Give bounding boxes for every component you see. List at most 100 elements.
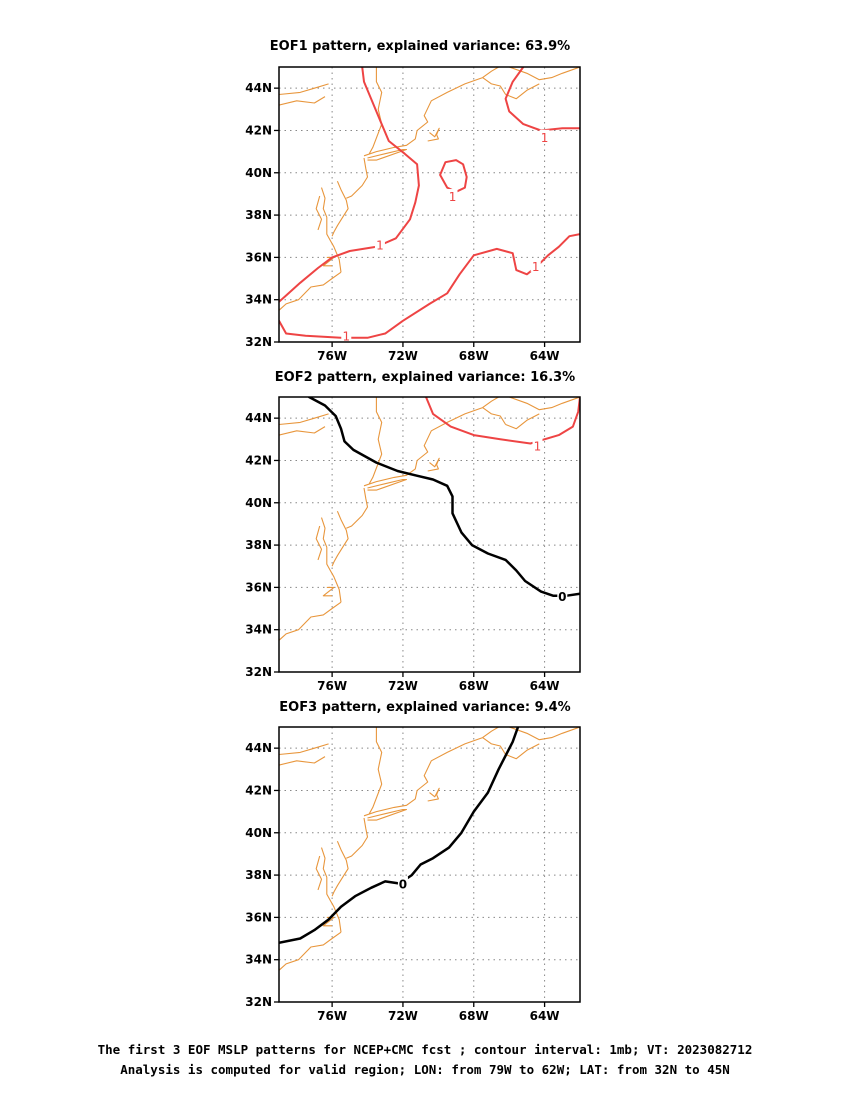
eof3-coastlines (279, 727, 580, 971)
lat-tick-label: 42N (245, 123, 272, 137)
coastline-path (367, 148, 408, 161)
lon-tick-label: 76W (317, 349, 347, 363)
contour-label-bg (374, 237, 385, 251)
eof1-title: EOF1 pattern, explained variance: 63.9% (270, 39, 570, 54)
caption-line-2: Analysis is computed for valid region; L… (120, 1062, 730, 1077)
contour-label: 1 (449, 190, 457, 204)
contour-label: 0 (399, 878, 407, 892)
lat-tick-label: 34N (245, 293, 272, 307)
lat-tick-label: 38N (245, 208, 272, 222)
lat-tick-label: 40N (245, 826, 272, 840)
coastline-path (363, 397, 499, 487)
contour-label: 1 (541, 131, 549, 145)
coastline-path (279, 931, 342, 971)
lat-tick-label: 38N (245, 538, 272, 552)
lon-tick-label: 72W (388, 1009, 418, 1023)
contour-line (307, 397, 580, 598)
contour-label-bg (447, 189, 458, 203)
coastline-path (509, 727, 580, 741)
coastline-path (331, 180, 349, 237)
lat-tick-label: 32N (245, 995, 272, 1009)
eof1-coastlines (279, 67, 580, 311)
coastline-path (505, 83, 540, 100)
eof2-contours (307, 397, 580, 598)
coastline-path (482, 77, 507, 95)
eof3-panel: EOF3 pattern, explained variance: 9.4% 0… (245, 700, 581, 1023)
coastline-path (279, 96, 326, 106)
lat-tick-label: 36N (245, 580, 272, 594)
contour-label: 1 (534, 440, 542, 454)
eof3-title: EOF3 pattern, explained variance: 9.4% (279, 700, 570, 715)
lat-tick-label: 36N (245, 910, 272, 924)
contour-label: 0 (558, 590, 566, 604)
contour-line (279, 67, 420, 303)
contour-line (425, 397, 580, 445)
coastline-path (322, 586, 335, 597)
coastline-path (509, 67, 580, 81)
lat-tick-label: 40N (245, 496, 272, 510)
eof1-panel: EOF1 pattern, explained variance: 63.9% … (245, 39, 581, 363)
coastline-path (279, 601, 342, 641)
contour-line (279, 233, 580, 339)
lat-tick-label: 36N (245, 250, 272, 264)
contour-label-bg (341, 328, 352, 342)
coastline-path (346, 157, 369, 199)
contour-label-bg (539, 129, 550, 143)
coastline-path (368, 397, 383, 484)
coastline-path (331, 840, 349, 897)
contour-label-bg (532, 438, 543, 452)
coastline-path (482, 737, 507, 755)
coastline-path (315, 195, 323, 231)
lat-tick-label: 32N (245, 335, 272, 349)
lon-tick-label: 68W (459, 679, 489, 693)
lat-tick-label: 40N (245, 166, 272, 180)
lon-tick-label: 72W (388, 349, 418, 363)
lat-tick-label: 42N (245, 783, 272, 797)
coastline-path (279, 743, 329, 756)
lon-tick-label: 64W (530, 349, 560, 363)
coastline-path (427, 457, 440, 472)
coastline-path (320, 517, 342, 603)
coastline-path (509, 397, 580, 411)
coastline-path (346, 817, 369, 859)
contour-line (279, 727, 520, 945)
eof2-panel: EOF2 pattern, explained variance: 16.3% … (245, 370, 581, 693)
eof2-frame-border (278, 396, 581, 673)
coastline-path (482, 407, 507, 425)
contour-label-bg (557, 588, 568, 602)
coastline-path (315, 855, 323, 891)
eof1-frame-border (278, 66, 581, 343)
lon-tick-label: 68W (459, 1009, 489, 1023)
lon-tick-label: 68W (459, 349, 489, 363)
lon-tick-label: 64W (530, 679, 560, 693)
contour-label: 1 (342, 330, 350, 344)
lat-tick-label: 44N (245, 81, 272, 95)
coastline-path (427, 787, 440, 802)
lat-tick-label: 38N (245, 868, 272, 882)
coastline-path (279, 426, 326, 436)
contour-label-bg (397, 876, 408, 890)
lon-tick-label: 76W (317, 679, 347, 693)
lon-tick-label: 64W (530, 1009, 560, 1023)
coastline-path (367, 478, 408, 491)
coastline-path (279, 83, 329, 96)
coastline-path (505, 743, 540, 760)
eof3-contours (279, 727, 520, 945)
caption-line-1: The first 3 EOF MSLP patterns for NCEP+C… (97, 1042, 753, 1057)
lat-tick-label: 44N (245, 411, 272, 425)
coastline-path (367, 808, 408, 821)
coastline-path (320, 847, 342, 933)
lat-tick-label: 42N (245, 453, 272, 467)
eof2-map-frame (279, 397, 580, 672)
contour-label-bg (530, 258, 541, 272)
coastline-path (315, 525, 323, 561)
contour-label: 1 (532, 260, 540, 274)
coastline-path (505, 413, 540, 430)
contour-line (439, 159, 468, 193)
lon-tick-label: 76W (317, 1009, 347, 1023)
coastline-path (346, 487, 369, 529)
lat-tick-label: 34N (245, 953, 272, 967)
coastline-path (279, 413, 329, 426)
lon-tick-label: 72W (388, 679, 418, 693)
